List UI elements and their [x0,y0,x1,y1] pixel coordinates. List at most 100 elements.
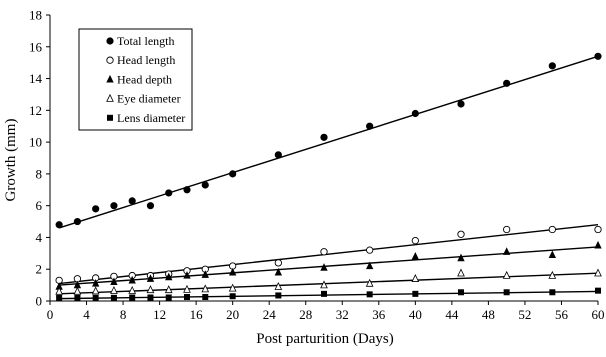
y-tick-label: 16 [29,39,43,54]
x-tick-label: 32 [336,307,349,322]
legend-box [78,28,193,131]
y-tick-label: 10 [29,135,42,150]
y-tick-label: 14 [29,71,43,86]
y-tick-label: 12 [29,103,42,118]
y-tick-label: 0 [36,294,43,309]
data-point [365,278,374,287]
series-head-depth [55,240,602,290]
data-point [201,181,209,189]
data-point [411,236,419,245]
y-axis-title: Growth (mm) [3,119,19,202]
data-point [146,274,155,282]
series-total-length [55,52,602,229]
legend-item: Total length [106,34,174,48]
legend-label: Total length [117,34,174,48]
data-point [110,294,117,301]
data-point [457,230,465,238]
data-point [184,294,191,301]
data-point [56,294,63,301]
data-point [366,291,373,298]
data-point [228,267,237,276]
x-tick-label: 44 [445,307,459,322]
x-tick-label: 56 [555,307,569,322]
data-point [229,293,236,300]
data-point [320,280,328,289]
data-point [201,270,209,278]
legend-item: Head length [106,53,175,67]
x-tick-label: 8 [120,307,127,322]
y-tick-label: 4 [36,230,43,245]
data-point [594,240,602,249]
data-point [502,247,511,255]
data-point [146,202,155,210]
legend-item: Eye diameter [106,92,181,106]
y-tick-label: 8 [36,166,43,181]
data-point [147,294,154,301]
data-point [411,252,420,260]
series-lens-diameter [56,287,601,301]
x-tick-label: 0 [47,307,54,322]
data-point [146,285,155,294]
data-point [320,248,328,256]
x-tick-label: 52 [518,307,531,322]
x-tick-label: 12 [153,307,166,322]
x-axis-title: Post parturition (Days) [256,331,393,347]
data-point [320,133,328,141]
legend-marker [106,37,114,45]
data-point [128,285,137,294]
data-point [548,225,556,234]
legend-marker [106,56,114,64]
data-point [92,294,99,301]
data-point [502,270,511,279]
data-point [128,275,136,284]
data-point [128,197,136,205]
data-point [228,283,237,292]
data-point [201,284,210,293]
data-point [110,202,118,210]
legend-marker [106,74,114,83]
data-point [110,277,118,286]
data-point [92,205,100,213]
data-point [411,109,419,118]
data-point [594,287,601,294]
data-point [548,62,556,70]
data-point [55,221,63,229]
data-point [274,151,282,159]
data-point [165,189,173,197]
data-point [457,100,465,108]
legend-item: Head depth [106,72,172,86]
legend-label: Eye diameter [117,92,181,106]
data-point [457,268,465,277]
x-tick-label: 24 [263,307,277,322]
data-point [548,250,557,259]
data-point [110,285,118,294]
x-tick-label: 40 [409,307,422,322]
x-tick-label: 16 [190,307,204,322]
x-tick-label: 4 [83,307,90,322]
data-point [366,246,374,254]
y-tick-label: 18 [29,8,42,23]
data-point [457,253,465,262]
data-point [503,289,510,296]
data-point [73,286,82,295]
data-point [549,289,556,296]
y-tick-label: 2 [36,262,43,277]
x-tick-label: 36 [372,307,386,322]
data-point [183,271,191,279]
data-point [320,290,327,297]
legend-label: Head depth [117,72,172,86]
x-tick-label: 60 [592,307,605,322]
data-point [411,274,420,282]
data-point [202,294,209,301]
data-point [164,285,173,294]
legend-marker [106,93,114,102]
legend-label: Head length [117,53,175,67]
data-point [274,267,283,276]
data-point [594,268,602,277]
data-point [274,259,282,267]
data-point [365,261,374,270]
data-point [503,225,511,234]
data-point [229,170,237,178]
